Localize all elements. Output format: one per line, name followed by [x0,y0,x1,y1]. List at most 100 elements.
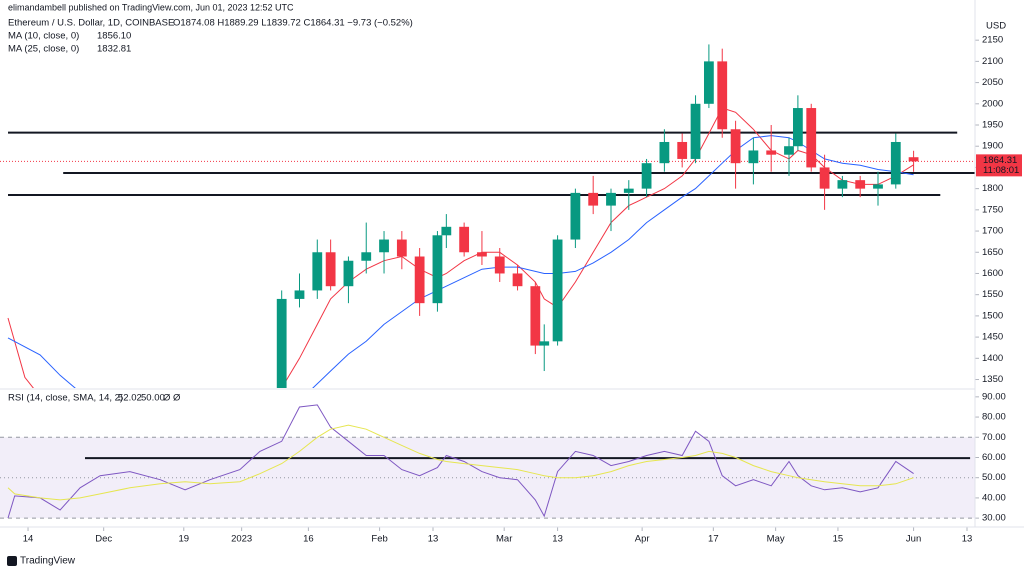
candle-body [325,252,336,287]
candle-body [343,260,354,287]
candle-body [819,167,830,189]
x-tick-label: Mar [496,534,512,545]
ma25-value: 1832.81 [97,44,131,55]
axes: 1350 1400 1450 1500 1550 1600 1650 1700 1750 1800… [23,35,1022,545]
y-tick-label: 1800 [982,183,1003,194]
candle-body [806,108,817,168]
candle-body [748,150,759,164]
y-tick-label: 1750 [982,204,1003,215]
y-tick-label: 2050 [982,77,1003,88]
y-tick-label: 1700 [982,226,1003,237]
rsi-pane [0,404,975,519]
last-price-label: 1864.31 [983,155,1017,166]
last-price-box [976,154,1022,177]
candle-body [766,150,777,155]
y-tick-label: 1550 [982,289,1003,300]
ma10-value: 1856.10 [97,31,131,42]
candle-body [890,141,901,185]
logo-icon [7,556,17,566]
x-tick-label: Jun [906,534,921,545]
candle-body [361,252,372,261]
y-tick-label: 1600 [982,268,1003,279]
x-tick-label: Feb [371,534,387,545]
x-tick-label: 13 [962,534,973,545]
x-tick-label: Apr [635,534,650,545]
x-tick-label: 2023 [231,534,252,545]
y-tick-label: 1350 [982,374,1003,385]
candle-body [512,273,523,287]
candle-body [784,146,794,155]
candle-body [703,61,714,104]
publisher: elimandambell published on TradingView.c… [8,2,294,12]
x-tick-label: 14 [23,534,34,545]
candle-body [837,180,848,189]
y-tick-label: 2150 [982,35,1003,46]
x-tick-label: 13 [428,534,439,545]
rsi-extra: Ø Ø [163,393,181,404]
candle-body [690,103,701,159]
candle-body [873,184,883,189]
candle-body [606,192,616,206]
ma25-legend: MA (25, close, 0) [8,44,79,55]
rsi-title: RSI (14, close, SMA, 14, 2) [8,393,123,404]
candle-body [908,157,919,162]
candle-body [477,252,487,257]
rsi-value: 52.02 [118,393,142,404]
ohlc-legend: O1874.08 H1889.29 L1839.72 C1864.31 −9.7… [173,18,413,29]
candle-body [659,141,670,164]
currency: USD [986,21,1006,32]
y-tick-label: 1900 [982,141,1003,152]
candle-body [552,239,563,342]
candle-body [792,108,803,147]
y-tick-label: 80.00 [982,412,1006,423]
candle-body [494,256,505,274]
candle-body [441,226,452,236]
x-tick-label: 19 [178,534,189,545]
candle-body [570,192,581,240]
ma10-legend: MA (10, close, 0) [8,31,79,42]
rsi-line [7,424,914,501]
candle-body [588,192,599,206]
moving-average [7,135,914,388]
x-tick-label: 17 [708,534,719,545]
y-tick-label: 70.00 [982,432,1006,443]
countdown: 11:08:01 [983,165,1019,176]
candle-body [459,226,470,253]
candle-body [641,163,652,189]
candle-body [530,286,541,346]
y-tick-label: 1950 [982,120,1003,131]
y-tick-label: 1500 [982,310,1003,321]
y-tick-label: 2000 [982,98,1003,109]
y-tick-label: 60.00 [982,452,1006,463]
x-tick-label: 13 [552,534,563,545]
symbol-title: Ethereum / U.S. Dollar, 1D, COINBASE [8,18,174,29]
candle-body [730,129,741,164]
candle-body [396,239,407,257]
rsi-ma-value: 50.00 [141,393,165,404]
y-tick-label: 90.00 [982,391,1006,402]
footer-logo: TradingView [20,556,76,567]
x-tick-label: May [767,534,785,545]
price-pane [0,44,975,388]
y-tick-label: 2100 [982,56,1003,67]
y-tick-label: 1450 [982,332,1003,343]
candle-body [677,141,688,159]
candle-body [414,256,425,304]
candle-body [379,239,389,253]
x-tick-label: 16 [303,534,314,545]
candle-body [717,61,728,130]
y-tick-label: 1650 [982,247,1003,258]
candle-body [855,180,866,189]
candle-body [623,188,634,193]
y-tick-label: 1400 [982,353,1003,364]
x-tick-label: 15 [833,534,844,545]
candle-body [276,298,287,388]
y-tick-label: 50.00 [982,472,1006,483]
y-tick-label: 30.00 [982,513,1006,524]
candle-body [432,235,443,304]
y-tick-label: 40.00 [982,492,1006,503]
candle-body [312,252,323,291]
candle-body [294,290,305,299]
